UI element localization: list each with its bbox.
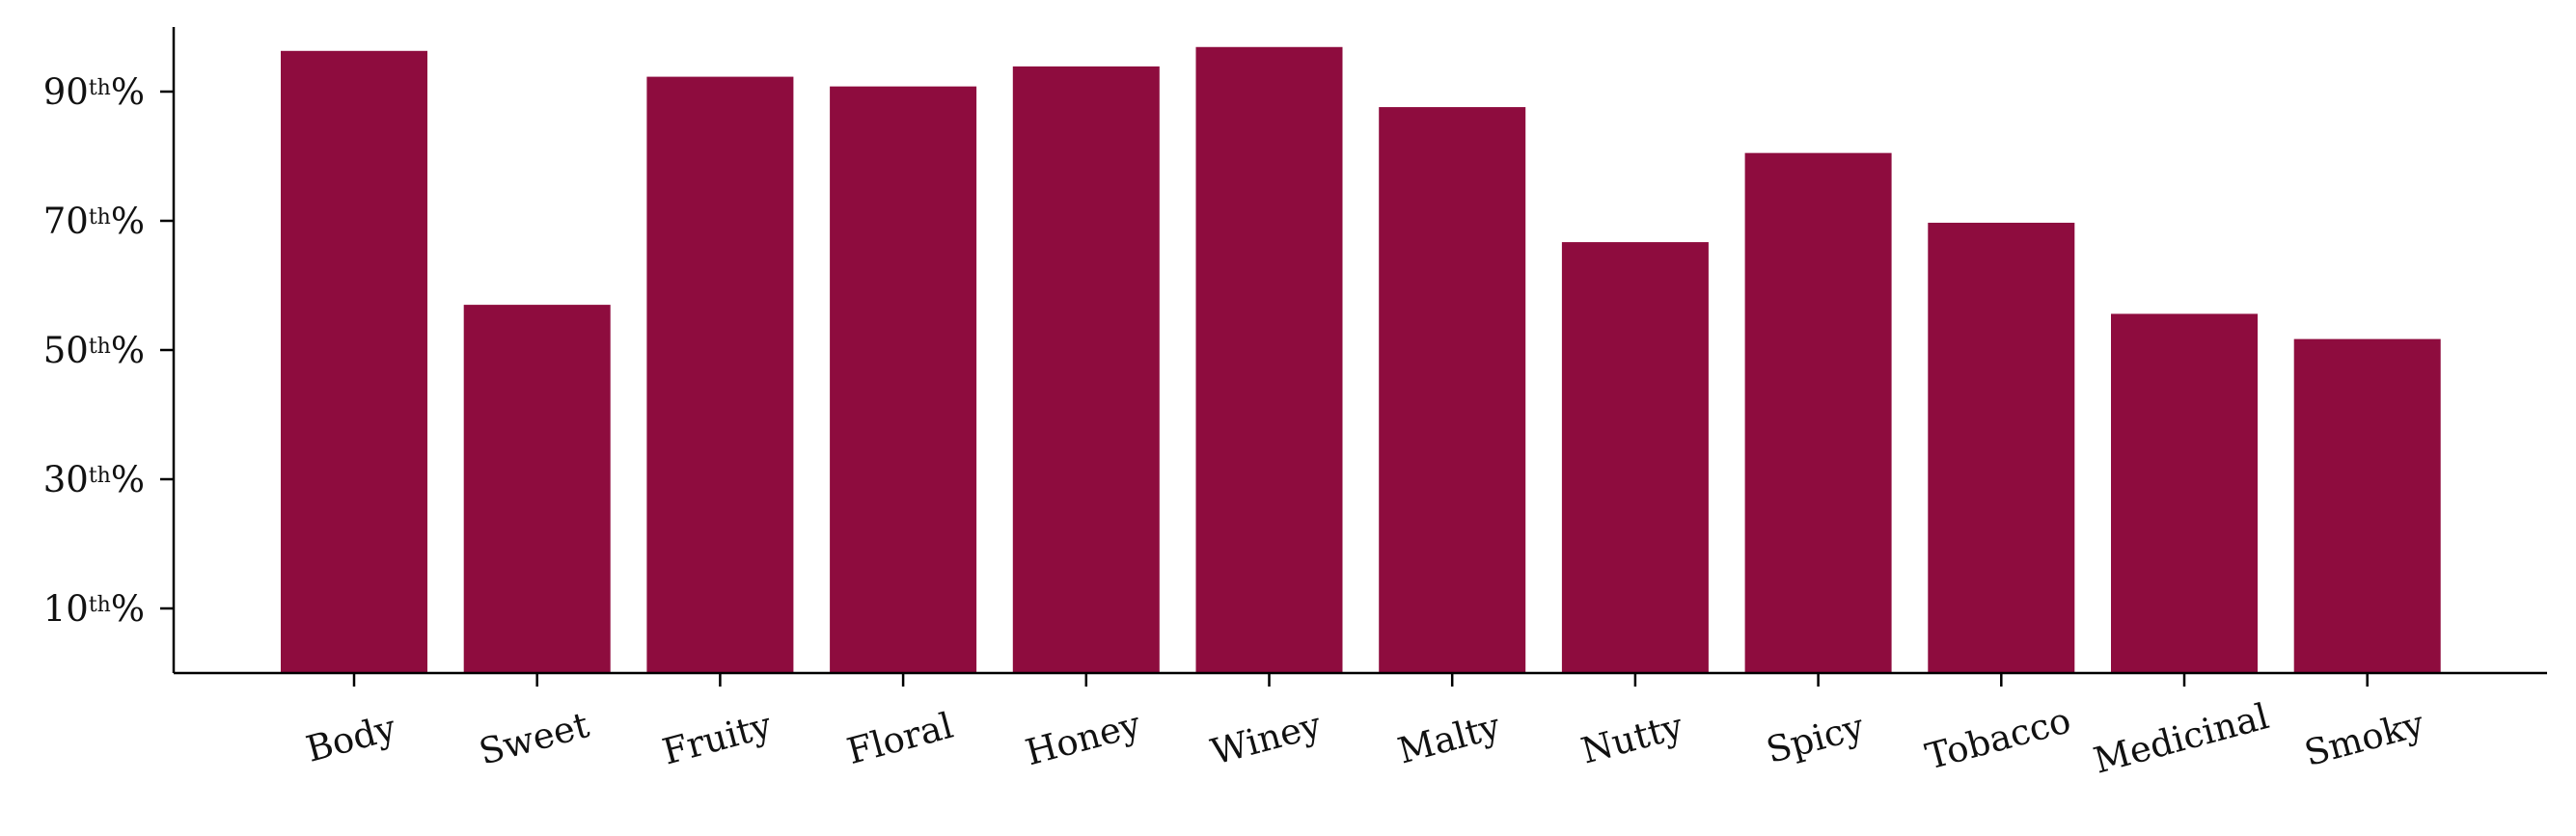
- y-tick-number: 70: [43, 201, 89, 242]
- bar-spicy: [1744, 152, 1892, 673]
- bar-honey: [1012, 66, 1160, 674]
- y-tick-suffix: %: [111, 588, 145, 630]
- y-tick-number: 10: [43, 588, 89, 630]
- x-tick-label-winey: Winey: [1207, 704, 1326, 773]
- x-tick-label-fruity: Fruity: [658, 704, 776, 772]
- y-tick-number: 50: [43, 330, 89, 371]
- y-tick-suffix: %: [111, 330, 145, 371]
- y-tick-label-50: 50th%: [43, 330, 145, 371]
- x-tick-label-malty: Malty: [1393, 705, 1504, 771]
- bar-floral: [830, 86, 977, 673]
- y-tick-superscript: th: [89, 335, 111, 359]
- bars-group: [281, 46, 2441, 674]
- y-tick-superscript: th: [89, 76, 111, 100]
- x-tick-label-tobacco: Tobacco: [1921, 699, 2074, 777]
- x-tick-label-spicy: Spicy: [1762, 706, 1868, 771]
- bar-fruity: [646, 76, 794, 674]
- bar-winey: [1195, 46, 1343, 673]
- x-tick-label-sweet: Sweet: [475, 704, 593, 773]
- y-tick-suffix: %: [111, 201, 145, 242]
- y-tick-label-70: 70th%: [43, 201, 145, 242]
- bar-body: [281, 50, 427, 674]
- bar-sweet: [463, 305, 611, 673]
- y-tick-suffix: %: [111, 459, 145, 500]
- x-tick-label-smoky: Smoky: [2300, 703, 2428, 774]
- y-tick-label-90: 90th%: [43, 71, 145, 113]
- x-tick-label-nutty: Nutty: [1576, 705, 1686, 771]
- y-tick-superscript: th: [89, 205, 111, 229]
- y-tick-label-30: 30th%: [43, 459, 145, 500]
- y-tick-label-10: 10th%: [43, 588, 145, 630]
- y-tick-number: 30: [43, 459, 89, 500]
- bar-tobacco: [1928, 223, 2075, 673]
- bar-medicinal: [2111, 313, 2258, 673]
- bar-malty: [1379, 107, 1526, 673]
- x-tick-label-body: Body: [302, 707, 400, 770]
- x-tick-label-medicinal: Medicinal: [2090, 695, 2273, 782]
- bar-smoky: [2293, 338, 2441, 673]
- y-axis: 10th%30th%50th%70th%90th%: [43, 27, 176, 673]
- x-axis: Body Sweet Fruity Floral Honey Winey Malty Nutt…: [174, 671, 2547, 782]
- x-tick-label-floral: Floral: [843, 705, 958, 772]
- y-tick-superscript: th: [89, 464, 111, 488]
- y-tick-number: 90: [43, 71, 89, 113]
- bar-nutty: [1561, 242, 1709, 674]
- y-tick-suffix: %: [111, 71, 145, 113]
- x-tick-label-honey: Honey: [1021, 703, 1144, 773]
- y-tick-superscript: th: [89, 593, 111, 617]
